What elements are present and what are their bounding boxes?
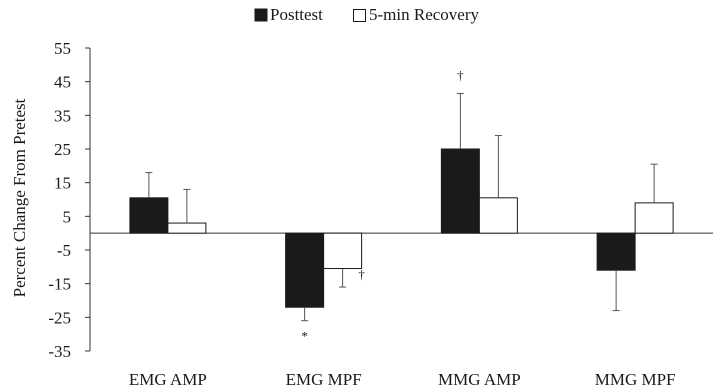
legend-label-posttest: Posttest: [270, 5, 323, 24]
bar-posttest-mmg-amp: [440, 148, 480, 234]
bar-posttest-emg-amp: [129, 197, 169, 234]
significance-dagger: †: [358, 267, 365, 282]
category-label: MMG AMP: [438, 370, 521, 389]
y-tick-label: 25: [54, 140, 71, 159]
legend-label-recovery: 5-min Recovery: [369, 5, 479, 24]
y-tick-label: -5: [57, 241, 71, 260]
significance-asterisk: *: [301, 329, 308, 344]
y-tick-label: -25: [48, 308, 71, 327]
error-bars: [145, 92, 658, 322]
axes: [89, 48, 713, 351]
bar-5-min-recovery-emg-mpf: [323, 232, 363, 270]
y-tick-label: 15: [54, 174, 71, 193]
y-tick-label: 35: [54, 106, 71, 125]
y-tick-label: 55: [54, 39, 71, 58]
annotations: * † †: [301, 67, 464, 343]
category-label: EMG MPF: [286, 370, 362, 389]
bar-posttest-mmg-mpf: [596, 232, 636, 271]
bar-5-min-recovery-emg-amp: [167, 222, 207, 234]
y-tick-label: -15: [48, 275, 71, 294]
bars: [129, 148, 674, 308]
y-tick-label: 5: [63, 207, 72, 226]
y-axis-label: Percent Change From Pretest: [10, 98, 29, 297]
category-label: MMG MPF: [595, 370, 676, 389]
category-label: EMG AMP: [129, 370, 207, 389]
category-labels: EMG AMP EMG MPF MMG AMP MMG MPF: [129, 370, 676, 389]
significance-dagger: †: [457, 67, 464, 82]
bar-5-min-recovery-mmg-mpf: [634, 202, 674, 234]
legend: Posttest 5-min Recovery: [254, 5, 479, 24]
bar-5-min-recovery-mmg-amp: [478, 197, 518, 234]
y-tick-label: -35: [48, 342, 71, 361]
y-tick-label: 45: [54, 73, 71, 92]
legend-swatch-posttest: [254, 8, 268, 22]
y-axis-ticks: 55 45 35 25 15 5 -5 -15 -25 -35: [48, 39, 90, 361]
legend-swatch-recovery: [353, 9, 366, 22]
bar-posttest-emg-mpf: [285, 232, 325, 308]
